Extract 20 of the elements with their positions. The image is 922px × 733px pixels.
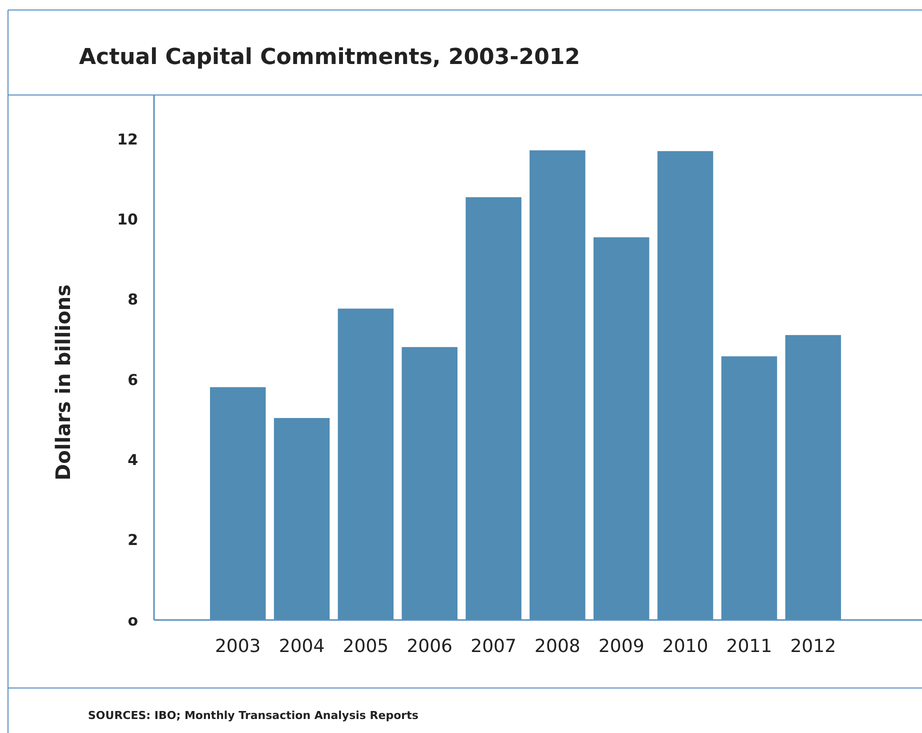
x-tick-label: 2008 <box>534 636 580 657</box>
chart-title: Actual Capital Commitments, 2003-2012 <box>79 45 580 70</box>
y-tick-label: o <box>128 611 138 630</box>
x-tick-label: 2010 <box>662 636 708 657</box>
x-tick-label: 2011 <box>726 636 772 657</box>
source-note: SOURCES: IBO; Monthly Transaction Analysis Reports <box>88 709 419 722</box>
y-tick-label: 12 <box>117 130 138 148</box>
x-tick-label: 2007 <box>470 636 516 657</box>
y-axis-title: Dollars in billions <box>51 284 75 480</box>
y-tick-label: 8 <box>128 290 138 309</box>
x-tick-label: 2003 <box>214 636 261 657</box>
x-tick-label: 2006 <box>406 636 453 657</box>
x-tick-label: 2005 <box>342 636 389 657</box>
y-tick-label: 4 <box>128 450 138 469</box>
y-tick-label: 2 <box>128 531 138 550</box>
x-tick-label: 2004 <box>278 636 325 657</box>
y-tick-label: 6 <box>128 370 138 389</box>
x-tick-label: 2009 <box>598 636 644 657</box>
y-tick-label: 10 <box>117 210 138 228</box>
x-tick-label: 2012 <box>790 636 836 657</box>
